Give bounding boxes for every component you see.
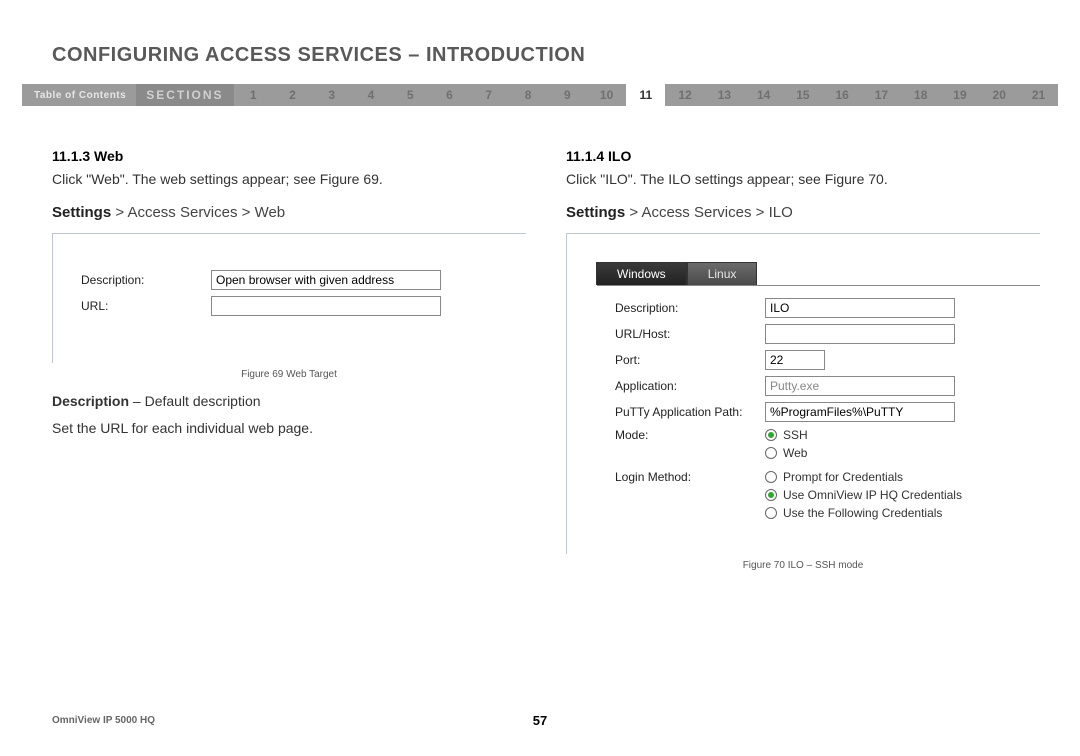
product-name: OmniView IP 5000 HQ xyxy=(52,715,155,726)
section-link-3[interactable]: 3 xyxy=(312,84,351,106)
section-link-17[interactable]: 17 xyxy=(862,84,901,106)
section-link-1[interactable]: 1 xyxy=(234,84,273,106)
description-rest: – Default description xyxy=(129,393,261,409)
section-link-9[interactable]: 9 xyxy=(548,84,587,106)
breadcrumb-root: Settings xyxy=(566,204,625,221)
section-link-8[interactable]: 8 xyxy=(508,84,547,106)
web-url-row: URL: xyxy=(81,296,510,316)
web-panel: Description: URL: xyxy=(52,233,526,363)
ilo-mode-label: Mode: xyxy=(615,428,765,442)
ilo-login-label: Login Method: xyxy=(615,470,765,484)
os-tabs: Windows Linux xyxy=(596,262,1040,285)
ilo-port-input[interactable] xyxy=(765,350,825,370)
web-desc-row: Description: xyxy=(81,270,510,290)
radio-icon xyxy=(765,507,777,519)
mode-web-label: Web xyxy=(783,446,807,460)
radio-icon xyxy=(765,447,777,459)
toc-link[interactable]: Table of Contents xyxy=(22,90,136,101)
breadcrumb-web: Settings > Access Services > Web xyxy=(52,204,526,221)
content-area: 11.1.3 Web Click "Web". The web settings… xyxy=(52,148,1040,583)
web-desc-label: Description: xyxy=(81,273,211,287)
login-follow-option[interactable]: Use the Following Credentials xyxy=(765,506,962,520)
section-link-18[interactable]: 18 xyxy=(901,84,940,106)
web-desc-input[interactable] xyxy=(211,270,441,290)
section-link-16[interactable]: 16 xyxy=(823,84,862,106)
ilo-url-input[interactable] xyxy=(765,324,955,344)
heading-web: 11.1.3 Web xyxy=(52,148,526,164)
description-strong: Description xyxy=(52,393,129,409)
section-link-20[interactable]: 20 xyxy=(980,84,1019,106)
section-link-10[interactable]: 10 xyxy=(587,84,626,106)
description-line: Description – Default description xyxy=(52,392,526,412)
mode-web-option[interactable]: Web xyxy=(765,446,808,460)
mode-ssh-option[interactable]: SSH xyxy=(765,428,808,442)
right-column: 11.1.4 ILO Click "ILO". The ILO settings… xyxy=(566,148,1040,583)
tab-linux[interactable]: Linux xyxy=(687,262,758,285)
figure-70-caption: Figure 70 ILO – SSH mode xyxy=(566,560,1040,571)
section-link-15[interactable]: 15 xyxy=(783,84,822,106)
web-url-input[interactable] xyxy=(211,296,441,316)
tab-windows[interactable]: Windows xyxy=(596,262,687,285)
web-url-label: URL: xyxy=(81,299,211,313)
ilo-desc-input[interactable] xyxy=(765,298,955,318)
ilo-path-input[interactable] xyxy=(765,402,955,422)
ilo-app-label: Application: xyxy=(615,379,765,393)
section-link-13[interactable]: 13 xyxy=(705,84,744,106)
section-link-21[interactable]: 21 xyxy=(1019,84,1058,106)
radio-icon xyxy=(765,489,777,501)
ilo-paragraph: Click "ILO". The ILO settings appear; se… xyxy=(566,170,1040,190)
radio-icon xyxy=(765,471,777,483)
figure-69-caption: Figure 69 Web Target xyxy=(52,369,526,380)
breadcrumb-path: > Access Services > ILO xyxy=(625,204,793,221)
section-link-19[interactable]: 19 xyxy=(940,84,979,106)
section-link-14[interactable]: 14 xyxy=(744,84,783,106)
login-omni-option[interactable]: Use OmniView IP HQ Credentials xyxy=(765,488,962,502)
login-omni-label: Use OmniView IP HQ Credentials xyxy=(783,488,962,502)
page-title: CONFIGURING ACCESS SERVICES – INTRODUCTI… xyxy=(52,44,585,67)
login-prompt-option[interactable]: Prompt for Credentials xyxy=(765,470,962,484)
ilo-desc-label: Description: xyxy=(615,301,765,315)
page-number: 57 xyxy=(533,713,547,728)
mode-ssh-label: SSH xyxy=(783,428,808,442)
web-paragraph: Click "Web". The web settings appear; se… xyxy=(52,170,526,190)
ilo-url-label: URL/Host: xyxy=(615,327,765,341)
section-link-5[interactable]: 5 xyxy=(391,84,430,106)
page-footer: OmniView IP 5000 HQ 57 xyxy=(52,715,1028,726)
ilo-port-label: Port: xyxy=(615,353,765,367)
section-link-2[interactable]: 2 xyxy=(273,84,312,106)
breadcrumb-ilo: Settings > Access Services > ILO xyxy=(566,204,1040,221)
ilo-form-body: Description: URL/Host: Port: Application… xyxy=(597,285,1040,540)
breadcrumb-path: > Access Services > Web xyxy=(111,204,285,221)
login-follow-label: Use the Following Credentials xyxy=(783,506,942,520)
ilo-app-input[interactable] xyxy=(765,376,955,396)
login-prompt-label: Prompt for Credentials xyxy=(783,470,903,484)
section-link-7[interactable]: 7 xyxy=(469,84,508,106)
heading-ilo: 11.1.4 ILO xyxy=(566,148,1040,164)
section-link-6[interactable]: 6 xyxy=(430,84,469,106)
ilo-path-label: PuTTy Application Path: xyxy=(615,405,765,419)
sections-label: SECTIONS xyxy=(136,84,233,106)
section-nav-bar: Table of Contents SECTIONS 1234567891011… xyxy=(22,84,1058,106)
ilo-panel: Windows Linux Description: URL/Host: Por… xyxy=(566,233,1040,554)
section-link-12[interactable]: 12 xyxy=(665,84,704,106)
section-link-11[interactable]: 11 xyxy=(626,84,665,106)
section-numbers: 123456789101112131415161718192021 xyxy=(234,84,1058,106)
left-column: 11.1.3 Web Click "Web". The web settings… xyxy=(52,148,526,583)
radio-icon xyxy=(765,429,777,441)
breadcrumb-root: Settings xyxy=(52,204,111,221)
set-url-paragraph: Set the URL for each individual web page… xyxy=(52,419,526,439)
section-link-4[interactable]: 4 xyxy=(351,84,390,106)
